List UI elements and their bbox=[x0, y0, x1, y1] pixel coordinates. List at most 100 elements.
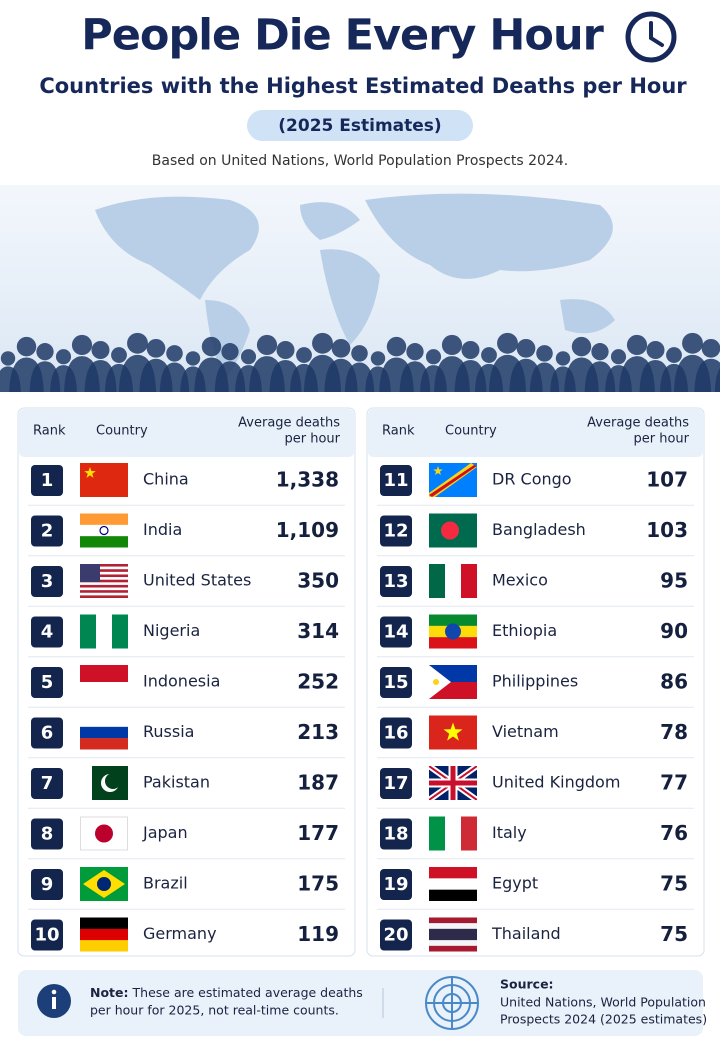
deaths: 1,109 bbox=[276, 518, 339, 542]
column-header: per hour bbox=[633, 432, 689, 447]
flag bbox=[429, 766, 477, 800]
badge-bg bbox=[247, 110, 473, 141]
deaths: 177 bbox=[297, 821, 339, 845]
subtitle: Countries with the Highest Estimated Dea… bbox=[39, 74, 687, 98]
deaths: 90 bbox=[660, 619, 688, 643]
rank-box bbox=[380, 869, 412, 900]
flag bbox=[429, 816, 477, 851]
rank: 9 bbox=[41, 874, 54, 895]
title: People Die Every Hour bbox=[81, 11, 604, 61]
rank-box bbox=[31, 919, 63, 951]
deaths: 76 bbox=[660, 821, 688, 845]
note-line: per hour for 2025, not real-time counts. bbox=[90, 1003, 339, 1018]
deaths: 314 bbox=[297, 619, 339, 643]
country: Italy bbox=[492, 823, 527, 842]
rank: 7 bbox=[41, 773, 54, 794]
country: Russia bbox=[143, 722, 194, 741]
deaths: 252 bbox=[297, 670, 339, 694]
rank: 4 bbox=[41, 622, 54, 643]
rank-box bbox=[31, 768, 63, 799]
world-map bbox=[0, 185, 720, 392]
rank-box bbox=[380, 768, 412, 799]
rank-box bbox=[31, 818, 63, 850]
country: United Kingdom bbox=[492, 773, 620, 792]
flag bbox=[80, 564, 128, 598]
note-label: Note: bbox=[90, 985, 129, 1000]
column-header: Country bbox=[96, 424, 148, 439]
country: India bbox=[143, 520, 182, 539]
deaths: 119 bbox=[297, 922, 339, 946]
rank-box bbox=[31, 717, 63, 749]
country: Indonesia bbox=[143, 672, 220, 691]
deaths: 75 bbox=[660, 872, 688, 896]
flag bbox=[80, 766, 128, 800]
rank-box bbox=[31, 515, 63, 547]
flag bbox=[80, 614, 128, 649]
country: Thailand bbox=[491, 924, 561, 943]
rank: 6 bbox=[41, 723, 54, 744]
flag bbox=[429, 665, 477, 699]
table-header bbox=[368, 409, 703, 457]
rank: 3 bbox=[41, 571, 54, 592]
rank-box bbox=[31, 869, 63, 900]
flag bbox=[80, 917, 128, 952]
deaths: 350 bbox=[297, 569, 339, 593]
rank: 5 bbox=[41, 672, 54, 693]
rank-box bbox=[380, 566, 412, 597]
country: Pakistan bbox=[143, 773, 210, 792]
deaths: 77 bbox=[660, 771, 688, 795]
column-header: Rank bbox=[382, 424, 415, 439]
rank-box bbox=[380, 919, 412, 951]
deaths: 86 bbox=[660, 670, 688, 694]
flag bbox=[80, 715, 128, 750]
flag bbox=[80, 665, 128, 699]
rank: 20 bbox=[383, 925, 408, 946]
source-line: Prospects 2024 (2025 estimates) bbox=[500, 1012, 707, 1027]
column-header: per hour bbox=[284, 432, 340, 447]
rank: 13 bbox=[383, 571, 408, 592]
flag bbox=[429, 463, 477, 497]
deaths: 78 bbox=[660, 720, 688, 744]
deaths: 175 bbox=[297, 872, 339, 896]
rank-box bbox=[380, 616, 412, 648]
country: Japan bbox=[142, 823, 188, 842]
deaths: 187 bbox=[297, 771, 339, 795]
note-line: These are estimated average deaths bbox=[132, 985, 363, 1000]
footer-bg bbox=[18, 970, 703, 1036]
deaths: 107 bbox=[646, 468, 688, 492]
note-text: Note: These are estimated average deaths bbox=[90, 985, 363, 1000]
rank: 1 bbox=[41, 470, 54, 491]
rank: 15 bbox=[383, 672, 408, 693]
flag bbox=[429, 614, 477, 649]
country: China bbox=[143, 470, 189, 489]
table-header bbox=[19, 409, 354, 457]
rank-box bbox=[31, 667, 63, 698]
rank-box bbox=[380, 717, 412, 749]
rank: 11 bbox=[383, 470, 408, 491]
flag bbox=[429, 513, 477, 548]
country: Brazil bbox=[143, 874, 188, 893]
column-header: Rank bbox=[33, 424, 66, 439]
country: DR Congo bbox=[492, 470, 572, 489]
country: Vietnam bbox=[492, 722, 559, 741]
rank: 18 bbox=[383, 824, 408, 845]
rank-box bbox=[31, 465, 63, 496]
rank: 17 bbox=[383, 773, 408, 794]
deaths: 95 bbox=[660, 569, 688, 593]
rank-box bbox=[31, 566, 63, 597]
flag bbox=[80, 816, 128, 851]
country: Germany bbox=[143, 924, 217, 943]
source-label: Source: bbox=[500, 977, 554, 992]
country: Egypt bbox=[492, 874, 538, 893]
rank-box bbox=[380, 818, 412, 850]
rank: 14 bbox=[383, 622, 408, 643]
country: Ethiopia bbox=[492, 621, 557, 640]
deaths: 213 bbox=[297, 720, 339, 744]
country: Nigeria bbox=[143, 621, 200, 640]
rank-box bbox=[380, 667, 412, 698]
country: Mexico bbox=[492, 571, 548, 590]
rank: 10 bbox=[34, 925, 59, 946]
rank: 19 bbox=[383, 874, 408, 895]
source-line: United Nations, World Population bbox=[500, 995, 706, 1010]
